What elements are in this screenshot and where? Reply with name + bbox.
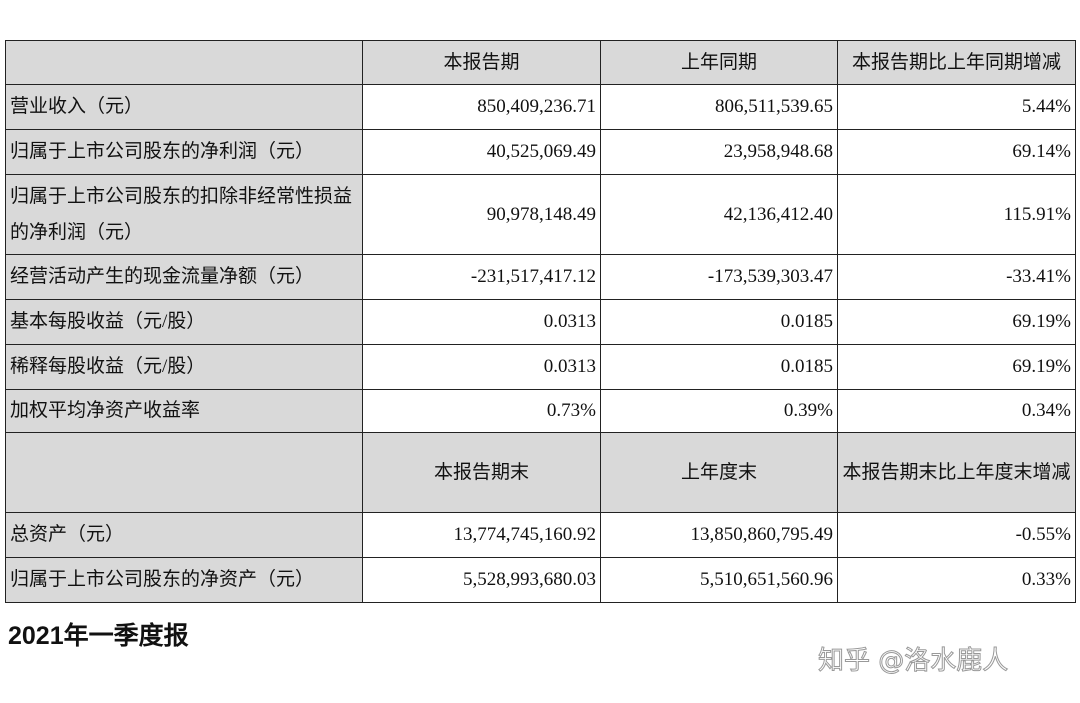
data-row: 经营活动产生的现金流量净额（元） -231,517,417.12 -173,539,… xyxy=(5,254,1076,300)
header-cell: 上年度末 xyxy=(600,432,838,513)
header-row: 本报告期末 上年度末 本报告期末比上年度末增减 xyxy=(5,432,1076,513)
value-cell: 806,511,539.65 xyxy=(600,84,838,130)
data-row: 加权平均净资产收益率 0.73% 0.39% 0.34% xyxy=(5,389,1076,433)
row-label: 营业收入（元） xyxy=(5,84,363,130)
value-cell: 0.39% xyxy=(600,389,838,433)
header-cell: 上年同期 xyxy=(600,40,838,85)
header-cell: 本报告期比上年同期增减 xyxy=(837,40,1076,85)
value-cell: 5,510,651,560.96 xyxy=(600,557,838,603)
value-cell: 5.44% xyxy=(837,84,1076,130)
row-label: 总资产（元） xyxy=(5,512,363,558)
row-label: 稀释每股收益（元/股） xyxy=(5,344,363,390)
value-cell: 13,850,860,795.49 xyxy=(600,512,838,558)
value-cell: 69.14% xyxy=(837,129,1076,175)
header-cell: 本报告期末比上年度末增减 xyxy=(837,432,1076,513)
watermark: 知乎 @洛水鹿人 xyxy=(817,646,1009,677)
data-row: 营业收入（元） 850,409,236.71 806,511,539.65 5.44% xyxy=(5,84,1076,130)
data-row: 归属于上市公司股东的净资产（元） 5,528,993,680.03 5,510,65… xyxy=(5,557,1076,603)
row-label: 归属于上市公司股东的净利润（元） xyxy=(5,129,363,175)
row-label: 加权平均净资产收益率 xyxy=(5,389,363,433)
row-label: 经营活动产生的现金流量净额（元） xyxy=(5,254,363,300)
header-cell: 本报告期 xyxy=(362,40,601,85)
data-row: 基本每股收益（元/股） 0.0313 0.0185 69.19% xyxy=(5,299,1076,345)
value-cell: 5,528,993,680.03 xyxy=(362,557,601,603)
value-cell: 0.33% xyxy=(837,557,1076,603)
header-row: 本报告期 上年同期 本报告期比上年同期增减 xyxy=(5,40,1076,85)
value-cell: 0.0313 xyxy=(362,299,601,345)
value-cell: 0.0185 xyxy=(600,299,838,345)
value-cell: -173,539,303.47 xyxy=(600,254,838,300)
value-cell: 13,774,745,160.92 xyxy=(362,512,601,558)
value-cell: 40,525,069.49 xyxy=(362,129,601,175)
value-cell: -33.41% xyxy=(837,254,1076,300)
value-cell: -0.55% xyxy=(837,512,1076,558)
value-cell: 42,136,412.40 xyxy=(600,174,838,255)
value-cell: -231,517,417.12 xyxy=(362,254,601,300)
value-cell: 0.0185 xyxy=(600,344,838,390)
value-cell: 90,978,148.49 xyxy=(362,174,601,255)
row-label: 基本每股收益（元/股） xyxy=(5,299,363,345)
value-cell: 69.19% xyxy=(837,299,1076,345)
value-cell: 69.19% xyxy=(837,344,1076,390)
value-cell: 23,958,948.68 xyxy=(600,129,838,175)
header-cell: 本报告期末 xyxy=(362,432,601,513)
data-row: 归属于上市公司股东的净利润（元） 40,525,069.49 23,958,948.… xyxy=(5,129,1076,175)
value-cell: 115.91% xyxy=(837,174,1076,255)
value-cell: 850,409,236.71 xyxy=(362,84,601,130)
data-row: 总资产（元） 13,774,745,160.92 13,850,860,795.49… xyxy=(5,512,1076,558)
row-label: 归属于上市公司股东的净资产（元） xyxy=(5,557,363,603)
value-cell: 0.34% xyxy=(837,389,1076,433)
row-label: 归属于上市公司股东的扣除非经常性损益的净利润（元） xyxy=(5,174,363,255)
section-heading: 2021年一季度报 xyxy=(8,622,189,650)
header-cell xyxy=(5,40,363,85)
data-row: 稀释每股收益（元/股） 0.0313 0.0185 69.19% xyxy=(5,344,1076,390)
header-cell xyxy=(5,432,363,513)
financial-table: 本报告期 上年同期 本报告期比上年同期增减 营业收入（元） 850,409,236.71… xyxy=(5,40,1076,603)
data-row: 归属于上市公司股东的扣除非经常性损益的净利润（元） 90,978,148.49 42… xyxy=(5,174,1076,255)
value-cell: 0.0313 xyxy=(362,344,601,390)
value-cell: 0.73% xyxy=(362,389,601,433)
